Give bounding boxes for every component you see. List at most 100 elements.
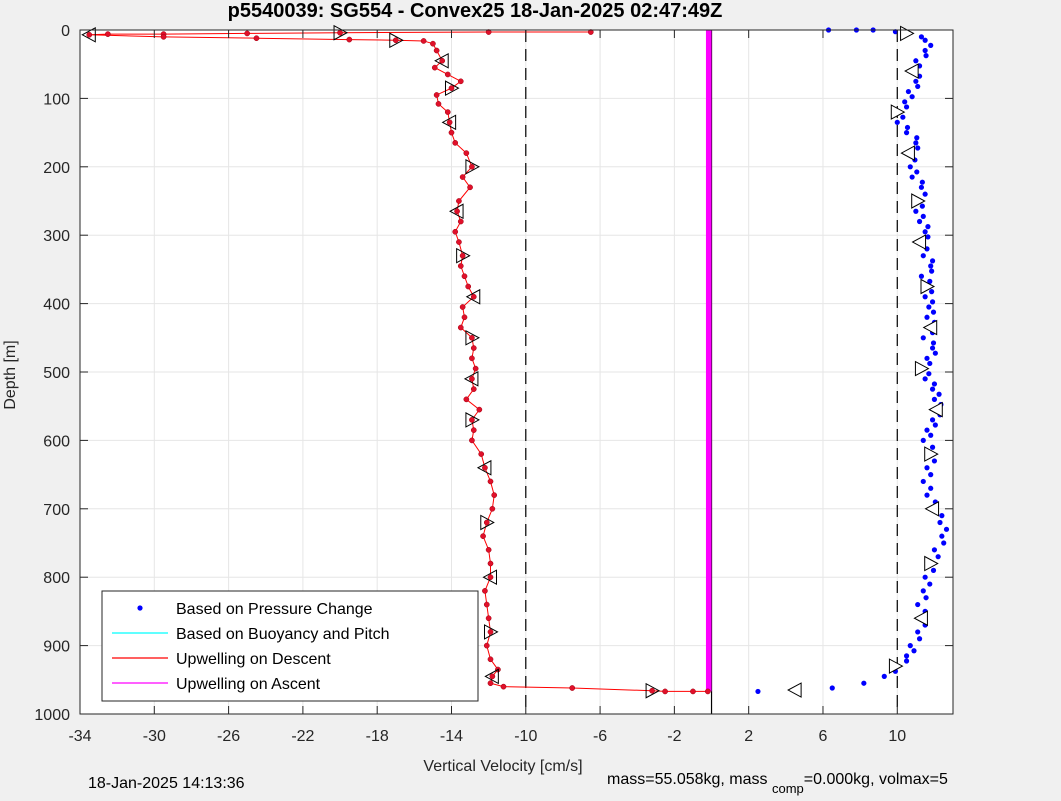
descent-point xyxy=(86,31,93,38)
x-tick-label: -30 xyxy=(143,728,166,745)
descent-point xyxy=(452,228,459,235)
pressure-change-point xyxy=(918,273,925,279)
pressure-change-point xyxy=(902,99,908,105)
descent-point xyxy=(461,273,468,280)
x-tick-label: -2 xyxy=(667,728,681,745)
pressure-change-point xyxy=(922,191,928,197)
pressure-change-point xyxy=(903,658,910,664)
pressure-change-point xyxy=(905,88,912,95)
pressure-change-point xyxy=(914,135,920,141)
descent-point xyxy=(459,174,466,180)
pressure-change-point xyxy=(923,53,929,59)
descent-point xyxy=(487,574,494,581)
descent-point xyxy=(467,184,473,191)
descent-point xyxy=(433,92,440,98)
pressure-change-point xyxy=(927,581,933,587)
descent-point xyxy=(253,35,260,42)
y-tick-label: 600 xyxy=(43,433,70,450)
x-tick-label: -22 xyxy=(291,728,314,745)
descent-point xyxy=(704,688,711,695)
pressure-change-point xyxy=(925,224,931,230)
pressure-direction-marker xyxy=(888,658,904,674)
pressure-change-point xyxy=(928,42,934,48)
pressure-change-point xyxy=(903,130,910,136)
descent-direction-marker xyxy=(465,329,480,346)
pressure-change-point xyxy=(923,595,929,601)
pressure-change-point xyxy=(915,145,921,151)
descent-point xyxy=(457,218,464,225)
y-tick-label: 300 xyxy=(43,228,70,245)
pressure-direction-marker xyxy=(911,234,927,250)
footer-mass-info: mass=55.058kg, mass comp=0.000kg, volmax… xyxy=(607,771,948,796)
pressure-change-point xyxy=(922,574,928,580)
pressure-change-point xyxy=(939,533,945,539)
descent-point xyxy=(446,119,453,126)
descent-direction-marker xyxy=(444,80,460,96)
x-tick-label: -6 xyxy=(593,728,607,745)
descent-point xyxy=(392,37,399,44)
descent-point xyxy=(487,656,494,663)
descent-direction-marker xyxy=(456,247,471,264)
descent-point xyxy=(482,464,488,471)
pressure-change-point xyxy=(931,458,938,464)
x-tick-label: 2 xyxy=(744,728,753,745)
descent-direction-marker xyxy=(484,668,499,685)
pressure-direction-marker xyxy=(911,193,926,209)
pressure-change-point xyxy=(930,567,937,573)
pressure-change-point xyxy=(920,335,926,341)
descent-direction-marker xyxy=(434,52,449,69)
descent-point xyxy=(469,355,475,362)
descent-point xyxy=(487,680,494,687)
descent-point xyxy=(430,40,436,47)
descent-point xyxy=(469,437,475,444)
pressure-change-point xyxy=(919,203,925,209)
x-axis-label: Vertical Velocity [cm/s] xyxy=(423,758,582,775)
descent-point xyxy=(470,427,477,433)
descent-direction-marker xyxy=(480,514,495,531)
pressure-change-point xyxy=(937,519,943,526)
descent-point xyxy=(465,283,472,290)
pressure-direction-marker xyxy=(890,104,906,120)
pressure-change-point xyxy=(916,636,923,642)
descent-point xyxy=(483,601,490,608)
pressure-change-point xyxy=(881,673,887,679)
pressure-direction-marker xyxy=(922,319,938,336)
pressure-change-point xyxy=(755,688,761,695)
pressure-change-point xyxy=(918,34,925,40)
pressure-change-point xyxy=(932,350,938,356)
y-tick-label: 500 xyxy=(43,365,70,382)
pressure-change-point xyxy=(939,513,945,519)
pressure-change-point xyxy=(861,680,867,686)
chart-title: p5540039: SG554 - Convex25 18-Jan-2025 0… xyxy=(228,0,723,22)
pressure-change-point xyxy=(932,422,938,428)
y-tick-label: 800 xyxy=(43,570,70,587)
pressure-change-point xyxy=(922,376,928,382)
descent-point xyxy=(476,406,483,413)
legend-label: Based on Buoyancy and Pitch xyxy=(176,626,389,643)
descent-point xyxy=(244,30,251,37)
legend-label: Based on Pressure Change xyxy=(176,601,373,618)
pressure-change-point xyxy=(931,396,938,402)
descent-point xyxy=(470,386,477,392)
footer-comp-subscript: comp xyxy=(771,781,804,796)
y-axis-label: Depth [m] xyxy=(2,340,19,409)
pressure-change-point xyxy=(929,289,935,295)
pressure-direction-marker xyxy=(920,278,936,295)
descent-point xyxy=(500,683,507,690)
pressure-change-point xyxy=(894,119,900,125)
pressure-change-point xyxy=(909,174,915,180)
descent-point xyxy=(456,239,462,245)
descent-point xyxy=(587,29,594,35)
pressure-change-point xyxy=(914,169,920,175)
descent-point xyxy=(444,71,451,78)
pressure-change-point xyxy=(926,371,932,377)
pressure-direction-marker xyxy=(928,401,943,418)
y-tick-label: 400 xyxy=(43,297,70,314)
pressure-change-point xyxy=(907,643,913,649)
descent-point xyxy=(478,451,485,457)
pressure-change-point xyxy=(931,381,938,387)
axis-ticks: -34 -30 -26 -22 -18 -14 -10 -6 -2 2 6 1001002003004… xyxy=(34,23,953,745)
footer-mass-text: mass=55.058kg, mass xyxy=(607,771,768,788)
descent-point xyxy=(487,478,494,485)
pressure-change-point xyxy=(929,258,936,264)
